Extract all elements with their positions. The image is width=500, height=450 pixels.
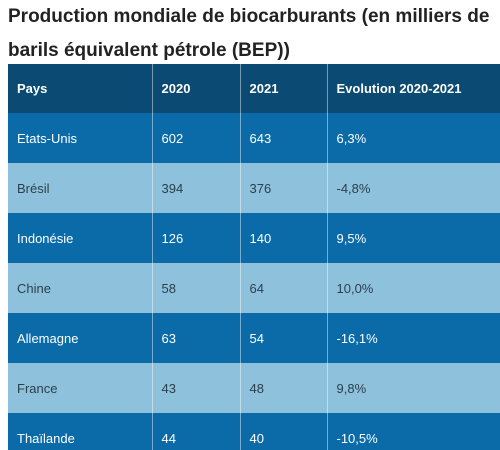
table-row: Thaïlande 44 40 -10,5% <box>8 413 500 450</box>
cell-2021: 48 <box>240 363 328 413</box>
cell-country: Etats-Unis <box>8 113 153 163</box>
cell-2021: 40 <box>240 413 328 450</box>
cell-country: Allemagne <box>8 313 153 363</box>
table-header-row: Pays 2020 2021 Evolution 2020-2021 <box>8 64 500 113</box>
cell-country: Indonésie <box>8 213 153 263</box>
table-row: Indonésie 126 140 9,5% <box>8 213 500 263</box>
cell-country: Chine <box>8 263 153 313</box>
biofuel-table-container: Pays 2020 2021 Evolution 2020-2021 Etats… <box>8 64 500 450</box>
table-row: France 43 48 9,8% <box>8 363 500 413</box>
cell-2021: 54 <box>240 313 328 363</box>
cell-evolution: -16,1% <box>327 313 500 363</box>
cell-2020: 44 <box>152 413 241 450</box>
cell-2020: 58 <box>152 263 241 313</box>
header-evolution: Evolution 2020-2021 <box>327 64 500 113</box>
header-2021: 2021 <box>240 64 328 113</box>
cell-evolution: 9,5% <box>327 213 500 263</box>
cell-2021: 643 <box>240 113 328 163</box>
cell-2020: 126 <box>152 213 241 263</box>
table-row: Etats-Unis 602 643 6,3% <box>8 113 500 163</box>
cell-evolution: -10,5% <box>327 413 500 450</box>
cell-evolution: 10,0% <box>327 263 500 313</box>
cell-country: Thaïlande <box>8 413 153 450</box>
table-row: Chine 58 64 10,0% <box>8 263 500 313</box>
cell-country: France <box>8 363 153 413</box>
cell-2020: 602 <box>152 113 241 163</box>
header-2020: 2020 <box>152 64 241 113</box>
cell-2021: 140 <box>240 213 328 263</box>
table-title: Production mondiale de biocarburants (en… <box>8 6 490 61</box>
cell-2021: 376 <box>240 163 328 213</box>
biofuel-production-table: Pays 2020 2021 Evolution 2020-2021 Etats… <box>8 64 500 450</box>
cell-evolution: -4,8% <box>327 163 500 213</box>
table-row: Brésil 394 376 -4,8% <box>8 163 500 213</box>
cell-2020: 394 <box>152 163 241 213</box>
cell-2020: 63 <box>152 313 241 363</box>
cell-2020: 43 <box>152 363 241 413</box>
cell-evolution: 9,8% <box>327 363 500 413</box>
cell-2021: 64 <box>240 263 328 313</box>
header-country: Pays <box>8 64 153 113</box>
cell-country: Brésil <box>8 163 153 213</box>
table-row: Allemagne 63 54 -16,1% <box>8 313 500 363</box>
cell-evolution: 6,3% <box>327 113 500 163</box>
